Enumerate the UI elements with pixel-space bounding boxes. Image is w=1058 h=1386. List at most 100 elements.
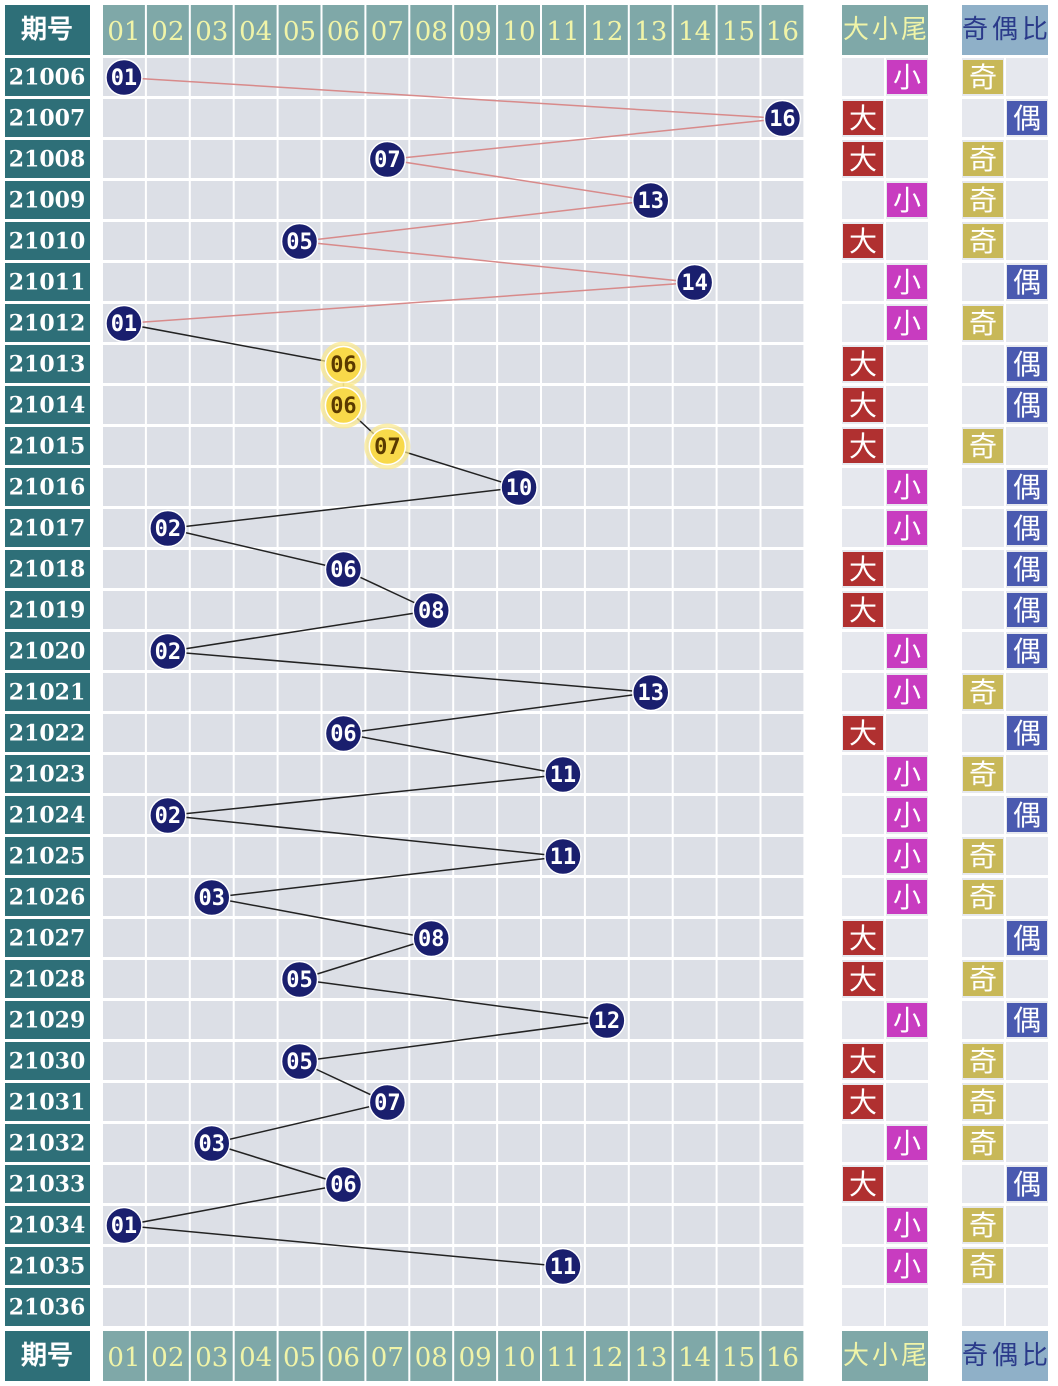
size-tag	[887, 470, 927, 504]
ball-number: 13	[638, 189, 665, 214]
grid-cell	[322, 755, 365, 793]
grid-cell	[190, 386, 233, 424]
size-cell	[886, 591, 928, 629]
grid-cell	[629, 427, 672, 465]
grid-cell	[585, 304, 628, 342]
grid-cell	[585, 263, 628, 301]
grid-cell	[322, 468, 365, 506]
grid-cell	[761, 304, 804, 342]
grid-cell	[542, 1042, 584, 1080]
parity-cell	[962, 550, 1004, 588]
parity-text: 奇	[969, 430, 997, 463]
grid-cell	[585, 755, 628, 793]
size-text: 大	[849, 225, 877, 258]
grid-cell	[454, 99, 497, 137]
grid-cell	[366, 509, 409, 547]
grid-cell	[542, 960, 584, 998]
ball	[280, 1042, 319, 1081]
grid-cell	[673, 345, 716, 383]
grid-cell	[190, 632, 233, 670]
ball-number: 02	[155, 804, 182, 829]
grid-cell	[761, 1042, 804, 1080]
period-cell	[5, 714, 90, 752]
parity-text: 奇	[969, 1045, 997, 1078]
parity-cell	[1006, 1083, 1048, 1121]
grid-cell	[234, 222, 277, 260]
size-tag	[887, 1249, 927, 1283]
ball	[588, 1001, 626, 1040]
number-header	[322, 1331, 365, 1381]
grid-cell	[629, 140, 672, 178]
grid-cell	[278, 755, 321, 793]
grid-cell	[103, 427, 145, 465]
size-cell	[842, 837, 884, 875]
period-cell	[5, 345, 90, 383]
grid-cell	[761, 509, 804, 547]
grid-cell	[234, 140, 277, 178]
grid-cell	[234, 1288, 277, 1326]
size-cell	[842, 1288, 884, 1326]
ball-number: 12	[594, 1009, 621, 1034]
grid-cell	[103, 386, 145, 424]
period-cell	[5, 550, 90, 588]
grid-cell	[673, 714, 716, 752]
parity-cell	[962, 1165, 1004, 1203]
size-text: 大	[849, 717, 877, 750]
grid-cell	[234, 919, 277, 957]
period-cell	[5, 796, 90, 834]
size-tag	[887, 183, 927, 217]
grid-cell	[190, 1001, 233, 1039]
size-header-text: 大小尾	[843, 1341, 927, 1371]
grid-cell	[103, 1124, 145, 1162]
grid-cell	[673, 1124, 716, 1162]
grid-cell	[498, 591, 540, 629]
grid-cell	[146, 468, 189, 506]
period-cell	[5, 181, 90, 219]
grid-cell	[103, 796, 145, 834]
number-header	[761, 1331, 804, 1381]
grid-cell	[410, 304, 453, 342]
ball-number: 06	[330, 722, 357, 747]
ball	[412, 919, 450, 958]
grid-cell	[234, 304, 277, 342]
ball-number: 01	[111, 1214, 138, 1239]
parity-cell	[962, 714, 1004, 752]
parity-cell	[962, 632, 1004, 670]
grid-cell	[146, 550, 189, 588]
number-header-text: 02	[151, 1343, 184, 1373]
grid-cell	[498, 386, 540, 424]
number-header-text: 01	[107, 1343, 140, 1373]
number-header	[366, 1331, 409, 1381]
grid-cell	[498, 509, 540, 547]
grid-cell	[717, 222, 760, 260]
period-cell	[5, 263, 90, 301]
number-header	[673, 1331, 716, 1381]
parity-text: 奇	[969, 963, 997, 996]
grid-cell	[234, 550, 277, 588]
number-header-text: 14	[678, 17, 711, 47]
ball	[632, 673, 670, 712]
grid-cell	[190, 427, 233, 465]
grid-cell	[146, 345, 189, 383]
grid-cell	[542, 427, 584, 465]
grid-cell	[103, 345, 145, 383]
grid-cell	[542, 58, 584, 96]
grid-cell	[322, 1001, 365, 1039]
grid-cell	[234, 755, 277, 793]
size-tag	[843, 224, 883, 258]
size-cell	[842, 263, 884, 301]
parity-tag	[963, 1208, 1003, 1242]
grid-cell	[103, 140, 145, 178]
size-tag	[843, 1044, 883, 1078]
grid-cell	[454, 1124, 497, 1162]
period-cell	[5, 1247, 90, 1285]
grid-cell	[322, 99, 365, 137]
grid-cell	[410, 99, 453, 137]
grid-cell	[761, 960, 804, 998]
grid-cell	[673, 1042, 716, 1080]
grid-cell	[585, 222, 628, 260]
parity-cell	[1006, 1124, 1048, 1162]
parity-text: 偶	[1013, 471, 1041, 504]
grid-cell	[103, 837, 145, 875]
size-tag	[887, 1003, 927, 1037]
